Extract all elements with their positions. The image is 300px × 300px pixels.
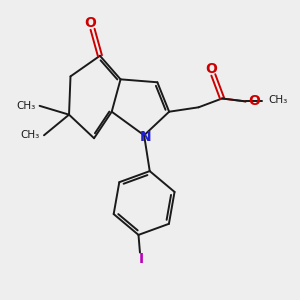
Text: I: I [139, 252, 144, 266]
Text: O: O [248, 94, 260, 108]
Text: CH₃: CH₃ [268, 95, 288, 105]
Text: CH₃: CH₃ [16, 101, 35, 111]
Text: CH₃: CH₃ [20, 130, 40, 140]
Text: O: O [205, 62, 217, 76]
Text: O: O [84, 16, 96, 30]
Text: N: N [140, 130, 152, 144]
